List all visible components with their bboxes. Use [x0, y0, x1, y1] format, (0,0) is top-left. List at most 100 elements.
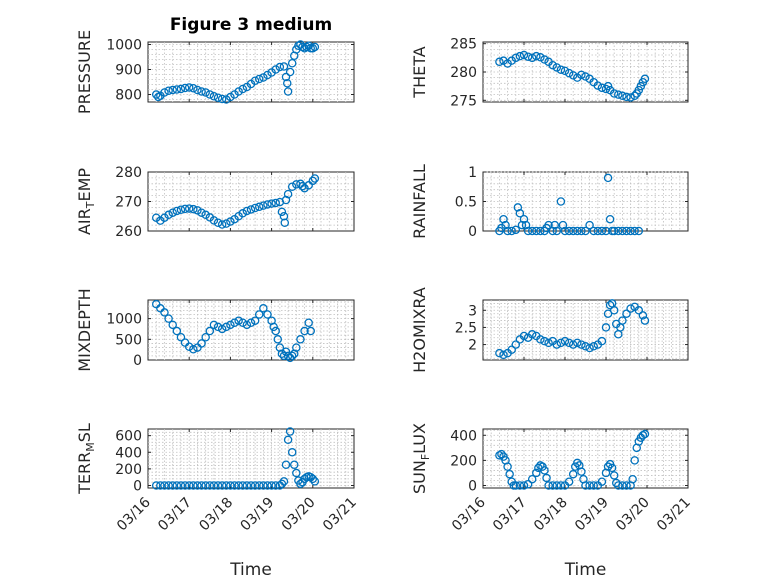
rainfall-data-point — [626, 226, 635, 236]
pressure-data-point — [279, 62, 289, 71]
pressure-data-point — [222, 95, 231, 104]
pressure-data-point — [209, 92, 219, 101]
pressure-ytick-label: 800 — [115, 88, 142, 104]
theta-data-point — [511, 53, 521, 63]
theta-data-point — [577, 70, 586, 80]
h2omixra-data-point — [527, 330, 537, 339]
h2omixra-data-point — [609, 306, 619, 315]
terr-msl-data-point — [238, 481, 248, 490]
h2omixra-data-point — [634, 306, 644, 315]
sun-flux-data-point — [505, 469, 514, 479]
h2omixra-data-point — [560, 336, 570, 346]
air-temp-data-point — [280, 218, 290, 227]
theta-data-point — [568, 71, 578, 80]
sun-flux-xtick-label: 03/21 — [654, 495, 694, 535]
pressure-data-point — [154, 92, 163, 102]
theta-data-point — [564, 68, 574, 78]
theta-data-point — [519, 50, 529, 60]
air-temp-data-point — [246, 205, 256, 214]
sun-flux-data-point — [519, 481, 529, 490]
h2omixra-data-point — [552, 340, 562, 349]
air-temp-data-point — [259, 201, 268, 210]
mixdepth-data-point — [246, 318, 256, 328]
sun-flux-data-point — [585, 481, 594, 490]
air-temp-data-point — [287, 182, 297, 191]
terr-msl-data-point — [287, 448, 297, 457]
air-temp-data-point — [189, 204, 198, 214]
subplot-sun-flux: 0 200 400 03/16 03/17 03/18 03/19 03/20 03/21 SUN… — [410, 423, 694, 580]
terr-msl-data-point — [259, 481, 268, 490]
pressure-data-point — [254, 74, 264, 84]
rainfall-data-point — [548, 226, 557, 236]
theta-data-point — [640, 74, 650, 84]
sun-flux-data-point — [603, 462, 613, 471]
mixdepth-data-point — [281, 347, 291, 356]
air-temp-data-point — [283, 189, 293, 199]
h2omixra-data-point — [581, 342, 590, 351]
rainfall-data-point — [503, 226, 512, 236]
mixdepth-ytick-label: 500 — [115, 332, 142, 348]
terr-msl-data-point — [292, 468, 301, 478]
air-temp-data-point — [267, 199, 276, 208]
subplot-theta: 275 280 285 THETA — [410, 37, 689, 109]
mixdepth-data-point — [168, 320, 177, 330]
h2omixra-data-point — [519, 331, 529, 341]
rainfall-data-point — [634, 226, 644, 236]
sun-flux-xtick-label: 03/18 — [531, 495, 571, 535]
h2omixra-data-point — [605, 300, 615, 310]
air-temp-data-point — [168, 208, 177, 217]
sun-flux-data-point — [548, 481, 557, 490]
pressure-data-point — [310, 42, 320, 52]
h2omixra-data-point — [544, 338, 553, 348]
rainfall-data-point — [558, 220, 568, 230]
air-temp-data-point — [298, 181, 307, 191]
terr-msl-data-point — [222, 481, 231, 490]
theta-data-point — [597, 83, 607, 93]
air-temp-data-point — [180, 204, 190, 214]
rainfall-data-point — [593, 226, 603, 236]
rainfall-data-point — [519, 214, 529, 224]
sun-flux-data-point — [614, 481, 623, 490]
theta-data-point — [618, 91, 627, 101]
rainfall-data-point — [577, 226, 586, 236]
terr-msl-data-point — [246, 481, 256, 490]
terr-msl-data-point — [189, 481, 198, 490]
mixdepth-ylabel: MIXDEPTH — [75, 288, 94, 371]
mixdepth-ytick-label: 0 — [133, 353, 142, 369]
mixdepth-axes-box — [147, 299, 355, 361]
sun-flux-data-point — [618, 481, 627, 490]
subplot-h2omixra: 2 2.53 H2OMIXRA — [410, 287, 689, 373]
terr-msl-data-point — [197, 481, 206, 490]
terr-msl-data-point — [310, 477, 320, 486]
mixdepth-data-point — [209, 320, 219, 330]
rainfall-data-point — [581, 226, 590, 236]
rainfall-data-point — [618, 226, 627, 236]
mixdepth-data-point — [164, 314, 173, 323]
air-temp-data-point — [176, 205, 186, 215]
pressure-data-point — [238, 84, 248, 94]
terr-msl-ytick-label: 0 — [133, 479, 142, 495]
sun-flux-data-point — [630, 456, 639, 465]
h2omixra-data-point — [597, 336, 607, 346]
air-temp-data-point — [184, 204, 194, 213]
theta-data-point — [603, 81, 613, 91]
mixdepth-data-point — [205, 326, 215, 336]
air-temp-ytick-label: 260 — [115, 224, 142, 240]
pressure-ytick-label: 1000 — [106, 38, 142, 54]
sun-flux-xtick-label: 03/17 — [490, 495, 530, 535]
sun-flux-ytick-label: 400 — [450, 428, 477, 444]
pressure-data-point — [259, 73, 268, 82]
mixdepth-data-point — [160, 308, 169, 317]
terr-msl-data-point — [176, 481, 186, 490]
theta-data-point — [523, 52, 533, 61]
rainfall-data-point — [527, 226, 537, 236]
sun-flux-xtick-label: 03/16 — [449, 494, 489, 534]
air-temp-ylabel: AIRTEMP — [75, 168, 97, 235]
sun-flux-data-point — [609, 471, 619, 480]
mixdepth-data-point — [287, 351, 297, 361]
terr-msl-data-point — [217, 481, 227, 490]
air-temp-data-point — [172, 206, 182, 216]
terr-msl-data-point — [213, 481, 223, 490]
rainfall-data-point — [507, 226, 516, 236]
pressure-data-point — [226, 92, 235, 102]
